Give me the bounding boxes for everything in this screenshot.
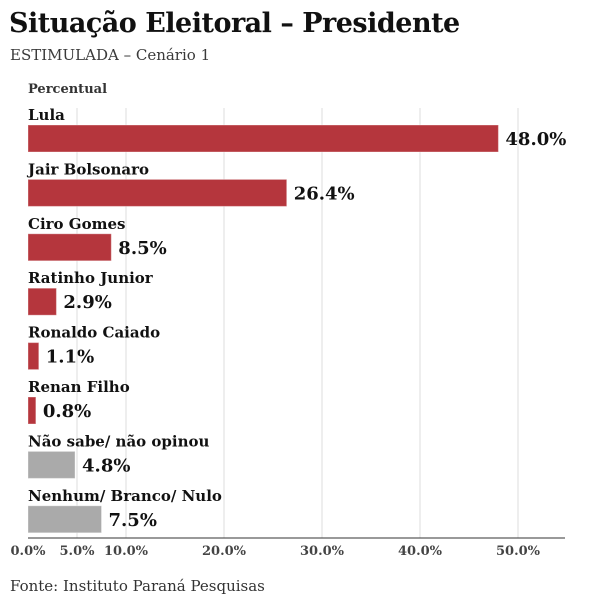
value-label: 2.9% — [63, 292, 111, 313]
value-label: 8.5% — [118, 238, 166, 259]
x-tick-label: 5.0% — [60, 544, 96, 559]
category-label: Renan Filho — [28, 378, 130, 396]
x-tick-label: 0.0% — [11, 544, 47, 559]
category-label: Não sabe/ não opinou — [28, 432, 210, 450]
source-note: Fonte: Instituto Paraná Pesquisas — [10, 577, 265, 595]
x-tick-label: 50.0% — [496, 544, 541, 559]
chart-title: Situação Eleitoral – Presidente — [9, 8, 460, 39]
value-label: 0.8% — [43, 401, 91, 422]
x-tick-label: 40.0% — [398, 544, 443, 559]
x-tick-label: 10.0% — [104, 544, 149, 559]
bar-1 — [27, 178, 288, 207]
value-label: 26.4% — [294, 183, 355, 204]
category-label: Lula — [28, 106, 65, 124]
bar-7 — [27, 505, 102, 534]
x-tick-label: 30.0% — [300, 544, 345, 559]
value-label: 4.8% — [82, 455, 130, 476]
category-label: Nenhum/ Branco/ Nulo — [28, 487, 222, 505]
category-label: Jair Bolsonaro — [26, 160, 149, 178]
bar-2 — [27, 233, 112, 262]
bar-0 — [27, 124, 499, 153]
value-label: 1.1% — [46, 347, 94, 368]
category-label: Ronaldo Caiado — [28, 324, 160, 342]
y-axis-label: Percentual — [28, 82, 107, 97]
chart-subtitle: ESTIMULADA – Cenário 1 — [10, 46, 211, 64]
bar-6 — [27, 450, 76, 479]
value-label: 7.5% — [109, 510, 157, 531]
bar-3 — [27, 287, 57, 316]
category-label: Ratinho Junior — [28, 269, 154, 287]
bar-5 — [27, 396, 37, 425]
bar-4 — [27, 342, 40, 371]
value-label: 48.0% — [505, 129, 566, 150]
category-label: Ciro Gomes — [28, 215, 125, 233]
x-tick-label: 20.0% — [202, 544, 247, 559]
